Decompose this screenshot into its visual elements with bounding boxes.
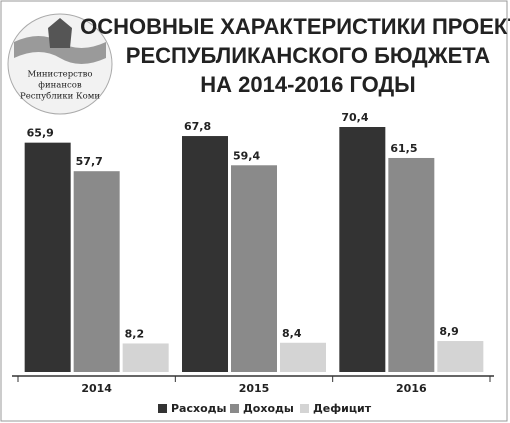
value-label: 67,8 xyxy=(184,120,211,133)
legend-label: Дефицит xyxy=(313,402,372,415)
bar xyxy=(24,142,71,372)
value-label: 65,9 xyxy=(27,127,54,140)
x-tick-label: 2016 xyxy=(396,382,427,395)
bar xyxy=(339,127,386,372)
value-label: 57,7 xyxy=(76,155,103,168)
logo-text: Республики Коми xyxy=(20,91,100,102)
legend-swatch xyxy=(158,404,167,413)
chart-title: НА 2014-2016 ГОДЫ xyxy=(200,72,415,97)
value-label: 8,2 xyxy=(125,327,144,340)
legend-label: Доходы xyxy=(243,402,294,415)
value-label: 61,5 xyxy=(390,142,417,155)
bar xyxy=(280,342,326,372)
logo-text: финансов xyxy=(38,81,82,91)
legend-label: Расходы xyxy=(171,402,227,415)
value-label: 70,4 xyxy=(341,111,368,124)
logo-flag xyxy=(14,36,106,64)
bar xyxy=(231,165,277,372)
value-label: 59,4 xyxy=(233,149,260,162)
legend-swatch xyxy=(230,404,239,413)
logo-emblem xyxy=(48,18,72,48)
x-tick-label: 2014 xyxy=(81,382,112,395)
bar xyxy=(182,136,228,372)
bar xyxy=(122,343,169,372)
bar xyxy=(437,341,484,372)
bar xyxy=(73,171,120,372)
value-label: 8,9 xyxy=(439,325,459,338)
chart-title: РЕСПУБЛИКАНСКОГО БЮДЖЕТА xyxy=(126,43,491,68)
logo-text: Министерство xyxy=(28,70,93,80)
legend-swatch xyxy=(300,404,309,413)
value-label: 8,4 xyxy=(282,327,302,340)
logo: Министерство финансов Республики Коми xyxy=(7,13,113,115)
chart-title: ОСНОВНЫЕ ХАРАКТЕРИСТИКИ ПРОЕКТА xyxy=(80,14,510,39)
bar xyxy=(388,157,435,372)
x-tick-label: 2015 xyxy=(239,382,270,395)
